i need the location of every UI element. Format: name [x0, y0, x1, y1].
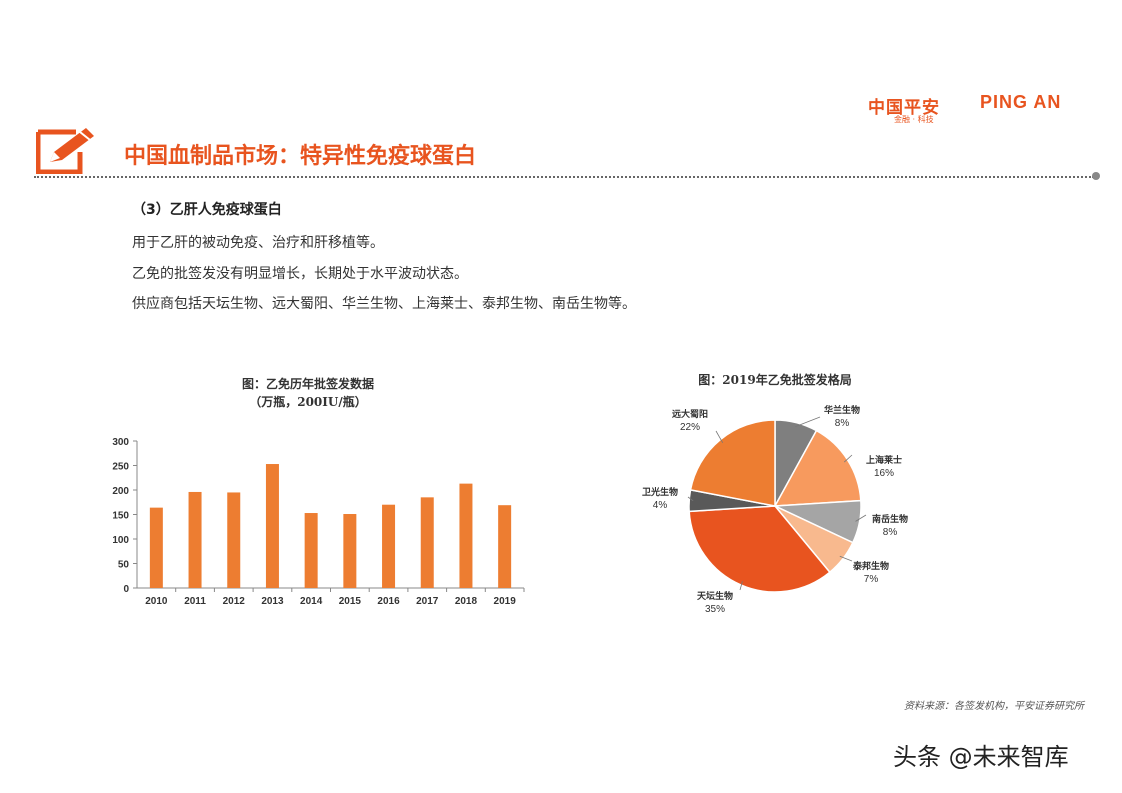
- watermark: 头条 @未来智库: [893, 743, 1069, 771]
- x-tick-label: 2014: [300, 596, 323, 607]
- y-tick-label: 300: [112, 437, 129, 448]
- bar-2017: [420, 497, 434, 588]
- logo-subtitle: 金融 · 科技: [894, 115, 934, 124]
- x-tick-label: 2017: [416, 596, 439, 607]
- bar-chart: 图：乙免历年批签发数据 （万瓶，200IU/瓶） 0 50 100 150 200 250…: [112, 376, 525, 607]
- logo-cn-text: 中国平安: [868, 98, 940, 118]
- bar-2011: [188, 491, 202, 588]
- pie-leader-line: [843, 454, 853, 463]
- bar-2019: [498, 505, 512, 588]
- x-tick-label: 2010: [145, 596, 168, 607]
- paragraph-suppliers: 供应商包括天坛生物、远大蜀阳、华兰生物、上海莱士、泰邦生物、南岳生物等。: [132, 296, 636, 312]
- pie-slice-percent: 35%: [705, 604, 725, 615]
- y-tick-label: 250: [112, 462, 129, 473]
- pie-slice-percent: 16%: [874, 468, 894, 479]
- pie-slice-percent: 7%: [864, 574, 879, 585]
- pie-slice-7: [689, 419, 776, 507]
- page-title: 中国血制品市场：特异性免疫球蛋白: [124, 144, 477, 169]
- bar-chart-subtitle: （万瓶，200IU/瓶）: [249, 394, 367, 409]
- bar-2015: [343, 514, 357, 588]
- x-tick-label: 2018: [455, 596, 478, 607]
- pingan-logo: 中国平安 PING AN 金融 · 科技: [868, 92, 1100, 127]
- logo-en-text: PING AN: [980, 92, 1062, 112]
- pie-slice-label: 上海莱士: [866, 454, 902, 466]
- pie-slice-2: [773, 429, 862, 507]
- pie-leader-line: [855, 514, 867, 522]
- pie-leader-line: [739, 581, 743, 591]
- y-tick-label: 200: [112, 486, 129, 497]
- y-tick-label: 150: [112, 511, 129, 522]
- pie-chart-title: 图：2019年乙免批签发格局: [698, 372, 851, 387]
- bar-2014: [304, 513, 318, 588]
- pie-slice-percent: 22%: [680, 422, 700, 433]
- pie-chart: 图：2019年乙免批签发格局 华兰生物 8% 上海莱士 16% 南岳生物 8% 泰邦生物 7%…: [642, 372, 908, 615]
- pie-leader-line: [715, 430, 724, 444]
- bar-chart-axes: 0 50 100 150 200 250 300 2010 2011 2012 2013 2014 20…: [112, 437, 525, 607]
- bar-chart-title: 图：乙免历年批签发数据: [242, 376, 374, 391]
- pie-slice-percent: 8%: [883, 527, 898, 538]
- pie-slice-percent: 8%: [835, 418, 850, 429]
- x-tick-label: 2012: [223, 596, 246, 607]
- x-tick-label: 2011: [184, 596, 206, 607]
- x-tick-label: 2015: [339, 596, 362, 607]
- pie-slice-label: 远大蜀阳: [672, 408, 708, 420]
- x-tick-label: 2013: [261, 596, 284, 607]
- pie-slice-label: 卫光生物: [642, 486, 678, 498]
- bar-2018: [459, 483, 473, 588]
- pie-chart-labels: 华兰生物 8% 上海莱士 16% 南岳生物 8% 泰邦生物 7% 天坛生物 35% 卫光生物 4% 远大…: [642, 404, 908, 615]
- pie-slice-label: 南岳生物: [872, 513, 908, 525]
- pie-slice-percent: 4%: [653, 500, 668, 511]
- y-tick-label: 0: [123, 584, 129, 595]
- bar-2013: [265, 464, 279, 588]
- pie-chart-slices: [688, 419, 862, 593]
- section-subheading: （3）乙肝人免疫球蛋白: [132, 202, 282, 218]
- pie-leader-line: [687, 496, 694, 502]
- pie-slice-label: 泰邦生物: [852, 560, 889, 572]
- bar-2012: [227, 492, 241, 588]
- paragraph-usage: 用于乙肝的被动免疫、治疗和肝移植等。: [132, 235, 384, 251]
- bar-2016: [382, 504, 396, 588]
- y-tick-label: 50: [118, 560, 130, 571]
- edit-pencil-icon: [36, 128, 94, 174]
- source-note: 资料来源：各签发机构，平安证券研究所: [904, 701, 1084, 712]
- paragraph-trend: 乙免的批签发没有明显增长，长期处于水平波动状态。: [132, 266, 468, 282]
- pie-slice-5: [688, 505, 831, 593]
- pie-leader-line: [839, 555, 853, 562]
- bar-chart-bars: [149, 464, 512, 588]
- divider-end-dot: [1092, 172, 1100, 180]
- x-tick-label: 2019: [494, 596, 517, 607]
- bar-2010: [149, 507, 163, 588]
- pie-leader-line: [795, 416, 821, 427]
- y-tick-label: 100: [112, 535, 129, 546]
- pie-slice-label: 天坛生物: [697, 590, 733, 602]
- pie-slice-label: 华兰生物: [824, 404, 860, 416]
- title-divider: [34, 176, 1094, 178]
- x-tick-label: 2016: [377, 596, 400, 607]
